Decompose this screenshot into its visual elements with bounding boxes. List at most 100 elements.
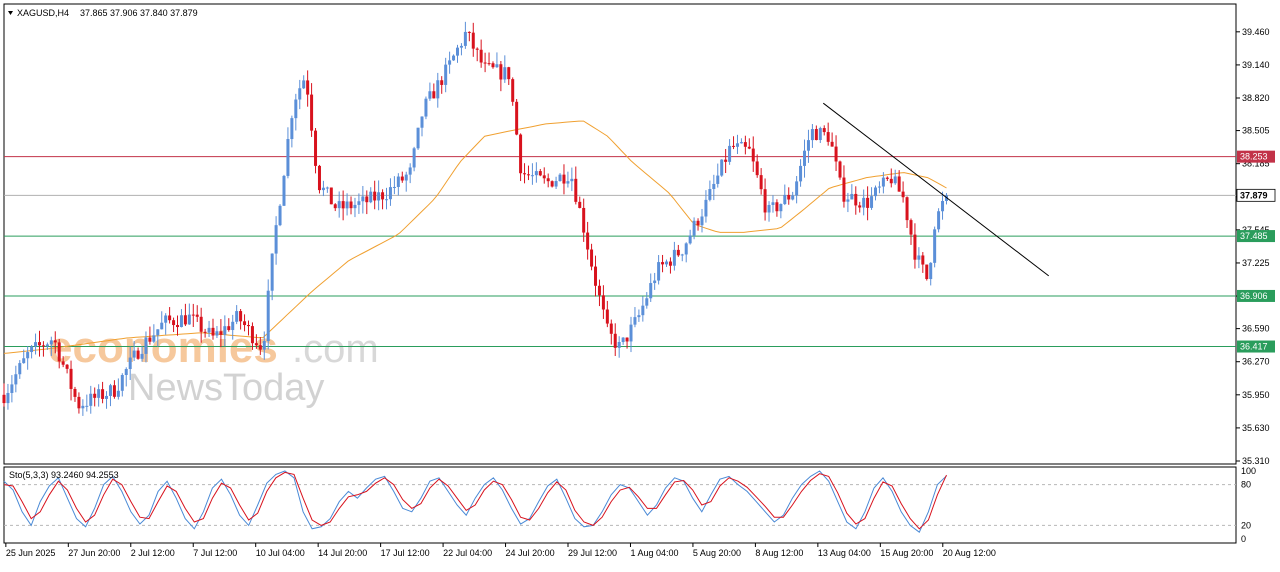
candle-body bbox=[128, 357, 132, 370]
candle-body bbox=[325, 187, 329, 189]
candle-body bbox=[617, 342, 621, 348]
candle-body bbox=[235, 311, 239, 322]
candle-body bbox=[22, 358, 26, 364]
candle-body bbox=[515, 101, 519, 135]
time-tick-label: 14 Jul 20:00 bbox=[318, 548, 367, 558]
candle-body bbox=[101, 389, 105, 399]
candle-body bbox=[337, 201, 341, 209]
candle-body bbox=[645, 298, 649, 306]
candle-body bbox=[341, 201, 345, 209]
level-tag-3 bbox=[1237, 340, 1275, 353]
current-price-tag bbox=[1236, 188, 1276, 202]
candle-body bbox=[400, 176, 404, 181]
candle-body bbox=[298, 88, 302, 100]
main-pane-frame bbox=[3, 3, 1237, 465]
candle-body bbox=[590, 249, 594, 267]
chevron-down-icon bbox=[8, 11, 13, 15]
candle-body bbox=[661, 262, 665, 265]
candle-body bbox=[373, 191, 377, 201]
candle-body bbox=[534, 171, 538, 176]
candle-body bbox=[637, 315, 641, 318]
price-tick-label: 36.270 bbox=[1242, 357, 1270, 367]
candle-body bbox=[680, 254, 684, 256]
time-tick-label: 20 Aug 12:00 bbox=[943, 548, 996, 558]
candle-body bbox=[877, 186, 881, 188]
candle-body bbox=[479, 49, 483, 63]
level-tag-label: 36.417 bbox=[1240, 342, 1268, 352]
candle-body bbox=[578, 201, 582, 208]
candle-body bbox=[594, 266, 598, 286]
time-tick-label: 25 Jun 2025 bbox=[6, 548, 56, 558]
level-tag-2 bbox=[1237, 289, 1275, 302]
candle-body bbox=[684, 243, 688, 255]
stoch-tick-label: 20 bbox=[1241, 520, 1251, 530]
candle-body bbox=[250, 326, 254, 344]
candle-body bbox=[124, 369, 128, 375]
candle-body bbox=[156, 329, 160, 336]
candle-body bbox=[404, 174, 408, 181]
candle-body bbox=[179, 315, 183, 328]
candle-body bbox=[625, 337, 629, 342]
candle-body bbox=[913, 234, 917, 260]
candle-body bbox=[751, 148, 755, 162]
candle-body bbox=[582, 207, 586, 233]
candle-body bbox=[937, 211, 941, 230]
candle-body bbox=[550, 181, 554, 187]
candle-body bbox=[653, 280, 657, 284]
candle-body bbox=[211, 327, 215, 336]
candle-body bbox=[771, 202, 775, 205]
candle-body bbox=[34, 342, 38, 347]
candle-body bbox=[377, 192, 381, 201]
candle-body bbox=[475, 48, 479, 50]
price-tick-label: 35.630 bbox=[1242, 423, 1270, 433]
candle-body bbox=[349, 201, 353, 209]
candle-body bbox=[385, 199, 389, 201]
candle-body bbox=[803, 150, 807, 166]
candle-body bbox=[282, 175, 286, 206]
candle-body bbox=[207, 327, 211, 333]
candle-body bbox=[487, 63, 491, 65]
price-tick-label: 37.225 bbox=[1242, 258, 1270, 268]
price-tick-label: 38.185 bbox=[1242, 159, 1270, 169]
candle-body bbox=[806, 140, 810, 151]
watermark-com: .com bbox=[292, 327, 379, 371]
candle-body bbox=[558, 174, 562, 182]
time-tick-label: 8 Aug 12:00 bbox=[755, 548, 803, 558]
candle-body bbox=[10, 384, 14, 393]
candle-body bbox=[657, 262, 661, 281]
candle-body bbox=[491, 63, 495, 68]
candle-body bbox=[258, 345, 262, 350]
candle-body bbox=[463, 31, 467, 46]
candle-body bbox=[759, 175, 763, 190]
candle-body bbox=[664, 261, 668, 265]
time-tick-label: 2 Jul 12:00 bbox=[131, 548, 175, 558]
candle-body bbox=[519, 134, 523, 174]
candle-body bbox=[538, 171, 542, 176]
candle-body bbox=[909, 220, 913, 235]
candle-body bbox=[720, 159, 724, 176]
candle-body bbox=[495, 64, 499, 68]
candle-body bbox=[408, 167, 412, 175]
candle-body bbox=[278, 205, 282, 226]
candle-body bbox=[795, 181, 799, 196]
candle-body bbox=[306, 80, 310, 95]
candle-body bbox=[321, 187, 325, 191]
candle-body bbox=[483, 62, 487, 64]
candle-body bbox=[215, 331, 219, 336]
candle-body bbox=[120, 374, 124, 391]
candle-body bbox=[562, 174, 566, 184]
candle-body bbox=[243, 321, 247, 326]
price-tick-label: 38.820 bbox=[1242, 93, 1270, 103]
candle-body bbox=[18, 363, 22, 375]
candle-body bbox=[381, 192, 385, 200]
candle-body bbox=[822, 128, 826, 133]
candle-body bbox=[649, 283, 653, 299]
candle-body bbox=[152, 335, 156, 342]
candle-body bbox=[523, 173, 527, 175]
candle-body bbox=[424, 98, 428, 117]
candle-body bbox=[609, 323, 613, 334]
candle-body bbox=[140, 353, 144, 359]
stoch-tick-label: 80 bbox=[1241, 480, 1251, 490]
